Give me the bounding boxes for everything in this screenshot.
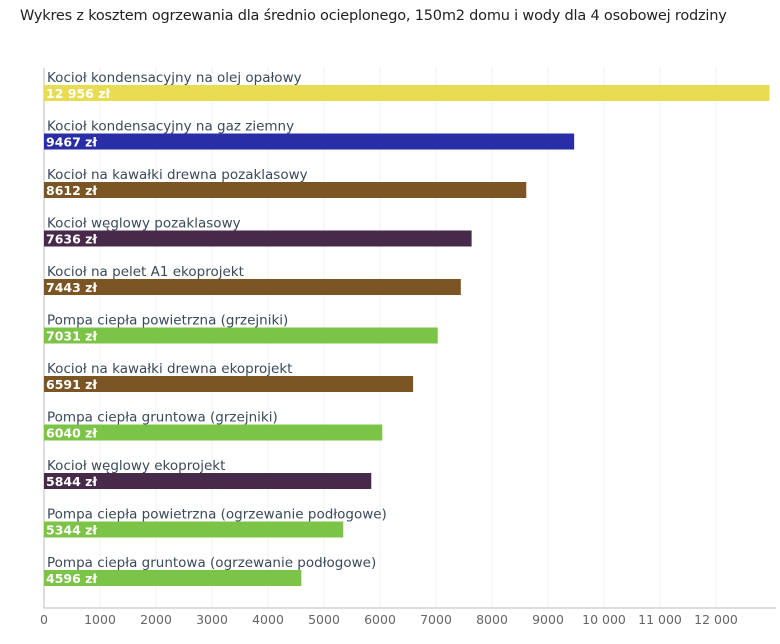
x-tick-label: 11 000 xyxy=(638,612,682,627)
x-tick-label: 3000 xyxy=(196,612,228,627)
category-label: Kocioł kondensacyjny na olej opałowy xyxy=(47,70,302,86)
category-label: Pompa ciepła gruntowa (grzejniki) xyxy=(47,410,278,426)
data-label: 9467 zł xyxy=(46,135,97,150)
category-label: Pompa ciepła gruntowa (ogrzewanie podłog… xyxy=(47,555,376,571)
bar xyxy=(44,182,527,198)
x-tick-label: 1000 xyxy=(84,612,116,627)
x-tick-label: 7000 xyxy=(420,612,452,627)
data-label: 8612 zł xyxy=(46,183,97,198)
category-label: Pompa ciepła powietrzna (ogrzewanie podł… xyxy=(47,507,387,523)
x-tick-label: 2000 xyxy=(140,612,172,627)
category-label: Kocioł na kawałki drewna pozaklasowy xyxy=(47,167,308,183)
data-label: 5344 zł xyxy=(46,523,97,538)
category-label: Pompa ciepła powietrzna (grzejniki) xyxy=(47,313,288,329)
category-label: Kocioł na kawałki drewna ekoprojekt xyxy=(47,361,292,377)
chart-title: Wykres z kosztem ogrzewania dla średnio … xyxy=(20,8,727,24)
data-label: 5844 zł xyxy=(46,474,97,489)
data-label: 6591 zł xyxy=(46,377,97,392)
bar xyxy=(44,279,461,295)
bar xyxy=(44,376,414,392)
x-tick-label: 5000 xyxy=(308,612,340,627)
x-tick-label: 4000 xyxy=(252,612,284,627)
bar xyxy=(44,570,302,586)
x-tick-label: 9000 xyxy=(532,612,564,627)
data-label: 6040 zł xyxy=(46,426,97,441)
bar xyxy=(44,473,372,489)
data-label: 7636 zł xyxy=(46,232,97,247)
bar xyxy=(44,230,472,247)
bar xyxy=(44,521,344,538)
category-label: Kocioł na pelet A1 ekoprojekt xyxy=(47,264,244,280)
bar xyxy=(44,424,383,441)
bar xyxy=(44,133,575,150)
x-tick-label: 6000 xyxy=(364,612,396,627)
bar xyxy=(44,327,438,344)
bar xyxy=(44,85,770,101)
category-label: Kocioł kondensacyjny na gaz ziemny xyxy=(47,119,294,135)
x-tick-label: 0 xyxy=(40,612,48,627)
category-label: Kocioł węglowy pozaklasowy xyxy=(47,216,241,232)
data-label: 4596 zł xyxy=(46,571,97,586)
category-label: Kocioł węglowy ekoprojekt xyxy=(47,458,225,474)
x-tick-label: 12 000 xyxy=(694,612,738,627)
data-label: 12 956 zł xyxy=(46,86,110,101)
data-label: 7443 zł xyxy=(46,280,97,295)
x-tick-label: 10 000 xyxy=(582,612,626,627)
data-label: 7031 zł xyxy=(46,329,97,344)
x-tick-label: 8000 xyxy=(476,612,508,627)
